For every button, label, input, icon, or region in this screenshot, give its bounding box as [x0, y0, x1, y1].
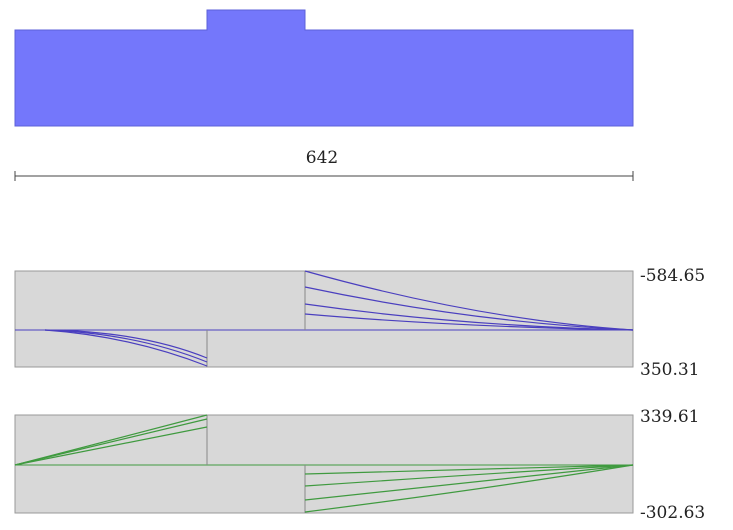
shear-line-right-4	[304, 464, 634, 475]
beam-shape	[14, 9, 634, 127]
shear-min-label: -302.63	[640, 503, 705, 523]
shear-line-right-1	[304, 464, 634, 513]
moment-curve-right-1	[304, 270, 634, 331]
shear-diagram-panel-top	[14, 414, 634, 466]
shear-line-left-1	[14, 414, 208, 466]
moment-curve-left-3	[44, 329, 208, 359]
moment-curve-right-2	[304, 286, 634, 331]
moment-curve-right-4	[304, 313, 634, 331]
shear-line-right-3	[304, 464, 634, 487]
length-label: 642	[306, 148, 338, 168]
moment-diagram: -584.65 350.31	[14, 266, 705, 380]
shear-line-left-2	[14, 418, 208, 466]
shear-line-right-2	[304, 464, 634, 501]
moment-min-label: 350.31	[640, 360, 699, 380]
shear-diagram: 339.61 -302.63	[14, 407, 705, 523]
shear-line-left-3	[14, 426, 208, 466]
moment-max-label: -584.65	[640, 266, 705, 286]
moment-curve-left-1	[44, 329, 208, 367]
moment-diagram-panel-top	[14, 270, 634, 331]
length-dimension: 642	[14, 148, 634, 181]
shear-diagram-panel-bottom	[14, 464, 634, 514]
shear-max-label: 339.61	[640, 407, 699, 427]
